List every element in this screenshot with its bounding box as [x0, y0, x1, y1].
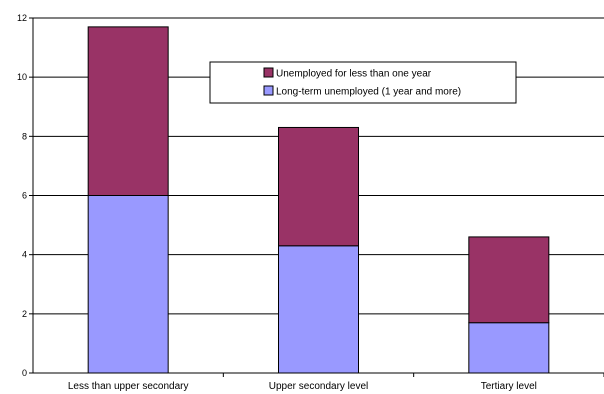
bar-segment-long-term-2: [468, 322, 550, 374]
y-tick-label: 12: [17, 13, 27, 23]
y-tick-label: 2: [22, 309, 27, 319]
axis-labels: 0 2 4 6 8 10 12 Less than upper secondary Upper …: [17, 13, 537, 392]
y-tick-label: 10: [17, 72, 27, 82]
x-category-label: Less than upper secondary: [68, 381, 189, 392]
legend-label: Long-term unemployed (1 year and more): [276, 87, 461, 98]
y-tick-label: 8: [22, 131, 27, 141]
bars: [87, 26, 550, 374]
bar-segment-long-term-0: [87, 195, 169, 374]
bar-segment-short-term-2: [468, 236, 550, 324]
legend-box: [209, 61, 517, 104]
y-tick-label: 0: [22, 368, 27, 378]
bar-segment-short-term-1: [278, 126, 359, 247]
x-category-label: Upper secondary level: [269, 381, 369, 392]
y-tick-label: 6: [22, 191, 27, 201]
axes: [29, 17, 604, 377]
x-category-label: Tertiary level: [481, 381, 537, 392]
bar-segment-short-term-0: [87, 26, 169, 196]
legend-swatch: [263, 85, 274, 96]
y-tick-label: 4: [22, 250, 27, 260]
bar-segment-long-term-1: [278, 245, 359, 374]
legend-swatch: [263, 67, 274, 78]
legend-label: Unemployed for less than one year: [276, 69, 432, 80]
legend: Unemployed for less than one year Long-te…: [209, 61, 517, 104]
